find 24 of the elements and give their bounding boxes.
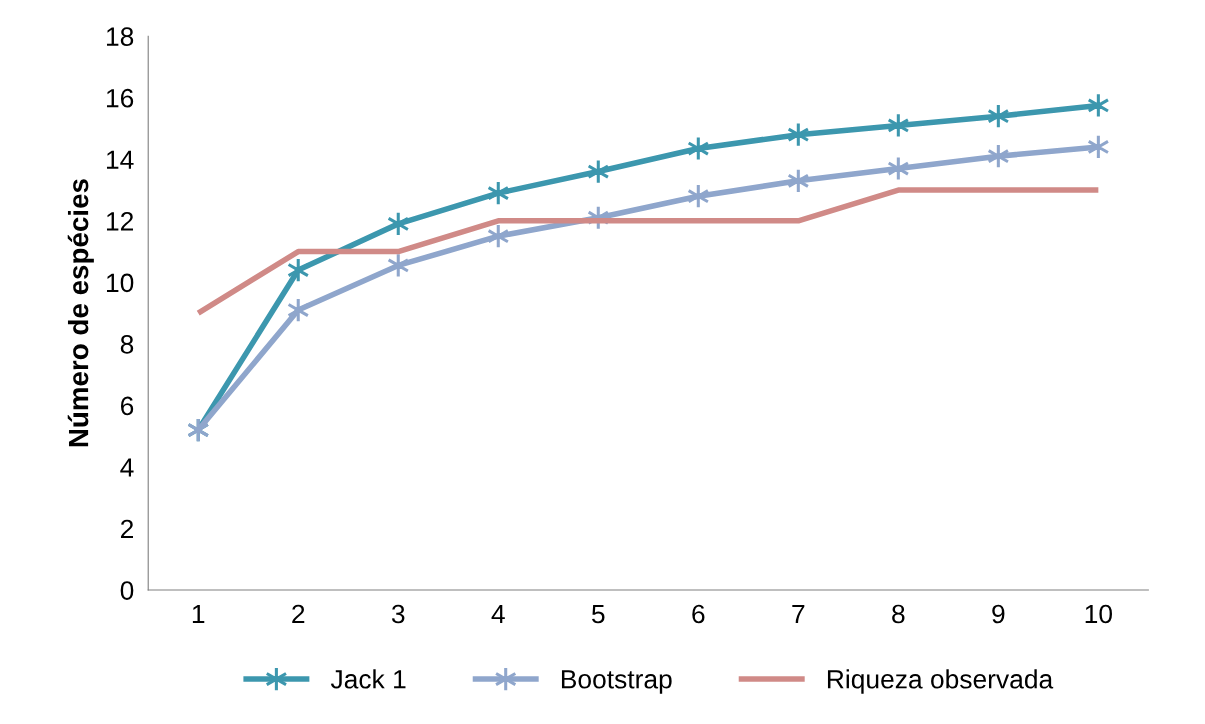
x-tick-label: 3 bbox=[391, 604, 405, 624]
y-tick-label: 8 bbox=[120, 335, 134, 354]
y-tick-label: 16 bbox=[106, 88, 134, 108]
legend-label: Jack 1 bbox=[330, 669, 406, 689]
legend-label: Bootstrap bbox=[561, 670, 672, 694]
y-tick-label: 14 bbox=[106, 150, 134, 169]
x-tick-label: 6 bbox=[692, 604, 705, 624]
x-tick-label: 9 bbox=[992, 604, 1005, 624]
x-tick-label: 8 bbox=[892, 604, 905, 624]
y-tick-label: 2 bbox=[120, 519, 133, 539]
legend-label: Riqueza observada bbox=[827, 669, 1054, 694]
y-tick-label: 4 bbox=[120, 458, 134, 477]
x-tick-label: 4 bbox=[491, 604, 505, 624]
y-axis-title: Número de espécies bbox=[67, 179, 94, 447]
y-tick-label: 18 bbox=[106, 27, 134, 47]
y-tick-label: 10 bbox=[106, 273, 134, 293]
y-tick-label: 12 bbox=[106, 211, 133, 231]
x-tick-label: 7 bbox=[792, 604, 805, 624]
x-tick-label: 5 bbox=[592, 604, 605, 624]
x-tick-label: 1 bbox=[192, 604, 205, 624]
y-tick-label: 6 bbox=[120, 396, 134, 416]
y-tick-label: 0 bbox=[120, 581, 134, 600]
x-tick-label: 10 bbox=[1085, 604, 1112, 624]
x-tick-label: 2 bbox=[292, 604, 305, 624]
